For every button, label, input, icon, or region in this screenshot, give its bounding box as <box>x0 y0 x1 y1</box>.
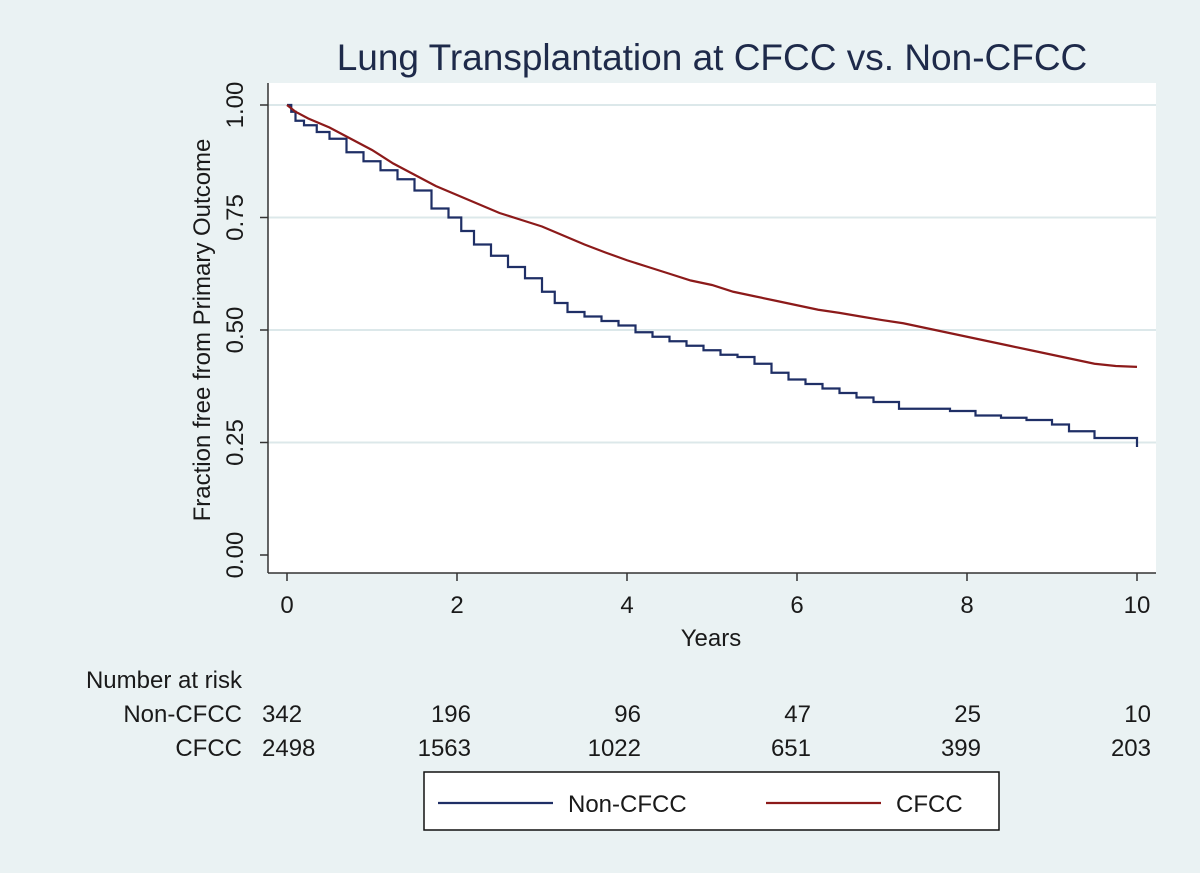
risk-value: 96 <box>614 701 641 728</box>
legend: Non-CFCC CFCC <box>438 791 963 818</box>
legend-label: Non-CFCC <box>568 791 687 818</box>
risk-value: 203 <box>1111 735 1151 762</box>
x-tick-label: 6 <box>790 592 803 619</box>
x-tick-label: 8 <box>960 592 973 619</box>
x-axis-title: Years <box>681 625 742 652</box>
legend-label: CFCC <box>896 791 963 818</box>
y-tick-label: 1.00 <box>222 82 249 129</box>
risk-value: 1022 <box>588 735 641 762</box>
series-line-non-cfcc <box>287 103 1139 447</box>
x-tick-label: 10 <box>1124 592 1151 619</box>
risk-value: 651 <box>771 735 811 762</box>
y-axis-title: Fraction free from Primary Outcome <box>189 139 216 522</box>
risk-value: 399 <box>941 735 981 762</box>
legend-box <box>423 771 1000 831</box>
y-tick-label: 0.00 <box>222 532 249 579</box>
x-tick-label: 4 <box>620 592 633 619</box>
risk-value: 2498 <box>262 735 315 762</box>
risk-table: Non-CFCC 342 196 96 47 25 10 CFCC 2498 1563 1022 65… <box>123 701 1151 762</box>
risk-table-heading: Number at risk <box>86 667 243 694</box>
x-ticks: 0 2 4 6 8 10 <box>280 573 1150 619</box>
risk-row-label: CFCC <box>175 735 242 762</box>
risk-value: 1563 <box>418 735 471 762</box>
risk-value: 25 <box>954 701 981 728</box>
x-tick-label: 0 <box>280 592 293 619</box>
risk-value: 47 <box>784 701 811 728</box>
series-line-cfcc <box>286 104 1138 368</box>
risk-value: 342 <box>262 701 302 728</box>
series-lines <box>286 103 1139 447</box>
risk-value: 10 <box>1124 701 1151 728</box>
gridlines <box>268 104 1156 444</box>
y-ticks: 0.00 0.25 0.50 0.75 1.00 <box>222 82 268 579</box>
plot-area <box>268 83 1156 573</box>
chart-title: Lung Transplantation at CFCC vs. Non-CFC… <box>337 37 1088 78</box>
y-tick-label: 0.75 <box>222 194 249 241</box>
x-tick-label: 2 <box>450 592 463 619</box>
risk-row-label: Non-CFCC <box>123 701 242 728</box>
y-tick-label: 0.25 <box>222 419 249 466</box>
risk-value: 196 <box>431 701 471 728</box>
axes <box>267 83 1156 574</box>
y-tick-label: 0.50 <box>222 307 249 354</box>
